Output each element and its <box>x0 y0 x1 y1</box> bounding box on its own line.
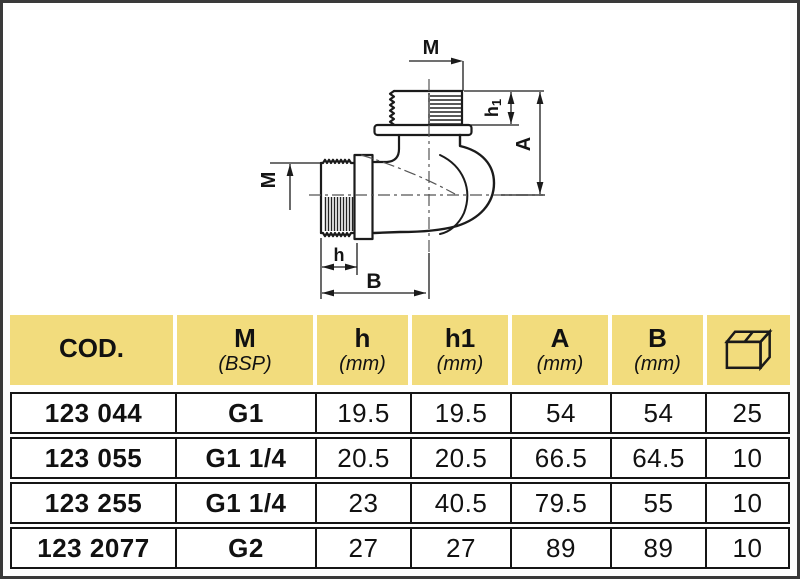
dimension-lines <box>270 60 545 299</box>
header-label: M <box>234 322 256 353</box>
cell-b: 55 <box>610 484 705 522</box>
header-label: B <box>648 322 667 353</box>
header-sublabel: (mm) <box>634 353 681 376</box>
header-cell-a: A (mm) <box>512 315 608 385</box>
cell-h: 27 <box>315 529 410 567</box>
cell-package-qty: 10 <box>705 439 788 477</box>
cell-m: G1 <box>175 394 315 432</box>
header-cell-m: M (BSP) <box>177 315 313 385</box>
cell-m: G1 1/4 <box>175 484 315 522</box>
cell-a: 54 <box>510 394 610 432</box>
cell-m: G1 1/4 <box>175 439 315 477</box>
header-label: A <box>550 322 570 353</box>
cell-a: 66.5 <box>510 439 610 477</box>
elbow-fitting-drawing: M h1 A M h B <box>258 37 545 299</box>
cell-package-qty: 10 <box>705 529 788 567</box>
dim-label-h1: h1 <box>482 99 504 117</box>
cell-m: G2 <box>175 529 315 567</box>
table-row: 123 055 G1 1/4 20.5 20.5 66.5 64.5 10 <box>10 437 790 479</box>
cell-h1: 27 <box>410 529 510 567</box>
cell-h1: 20.5 <box>410 439 510 477</box>
cell-b: 89 <box>610 529 705 567</box>
cell-cod: 123 055 <box>44 442 143 473</box>
dim-label-h: h <box>334 245 345 265</box>
cell-h1: 19.5 <box>410 394 510 432</box>
elbow-body-outline <box>319 89 496 241</box>
cell-cod: 123 044 <box>44 397 143 428</box>
header-cell-package-qty <box>707 315 790 385</box>
cell-h: 20.5 <box>315 439 410 477</box>
cell-cod: 123 255 <box>44 487 143 518</box>
header-cell-b: B (mm) <box>612 315 703 385</box>
dim-label-m-left: M <box>258 172 280 189</box>
cell-h1: 40.5 <box>410 484 510 522</box>
table-row: 123 255 G1 1/4 23 40.5 79.5 55 10 <box>10 482 790 524</box>
dim-label-b: B <box>366 270 381 293</box>
header-sublabel: (mm) <box>536 353 584 376</box>
table-row: 123 2077 G2 27 27 89 89 10 <box>10 527 790 569</box>
header-label: h <box>354 322 371 353</box>
cell-h: 19.5 <box>315 394 410 432</box>
cell-cod: 123 2077 <box>37 532 150 563</box>
header-cell-h1: h1 (mm) <box>412 315 508 385</box>
cell-package-qty: 10 <box>705 484 788 522</box>
cell-h: 23 <box>315 484 410 522</box>
header-cell-h: h (mm) <box>317 315 408 385</box>
dim-label-m-top: M <box>423 37 440 59</box>
package-box-icon <box>723 328 772 372</box>
header-label: h1 <box>444 322 476 353</box>
cell-a: 79.5 <box>510 484 610 522</box>
header-cell-cod: COD. <box>10 315 173 385</box>
dimension-arrowheads <box>286 57 544 297</box>
header-sublabel: (mm) <box>436 353 484 376</box>
spec-table-header: COD. M (BSP) h (mm) h1 (mm) A (mm) B (mm… <box>10 315 790 385</box>
header-sublabel: (mm) <box>339 353 386 376</box>
header-label: COD. <box>59 333 124 364</box>
header-sublabel: (BSP) <box>218 353 272 376</box>
cell-a: 89 <box>510 529 610 567</box>
cell-b: 54 <box>610 394 705 432</box>
cell-package-qty: 25 <box>705 394 788 432</box>
table-row: 123 044 G1 19.5 19.5 54 54 25 <box>10 392 790 434</box>
spec-table: COD. M (BSP) h (mm) h1 (mm) A (mm) B (mm… <box>10 315 790 569</box>
cell-b: 64.5 <box>610 439 705 477</box>
dim-label-a: A <box>513 137 535 151</box>
